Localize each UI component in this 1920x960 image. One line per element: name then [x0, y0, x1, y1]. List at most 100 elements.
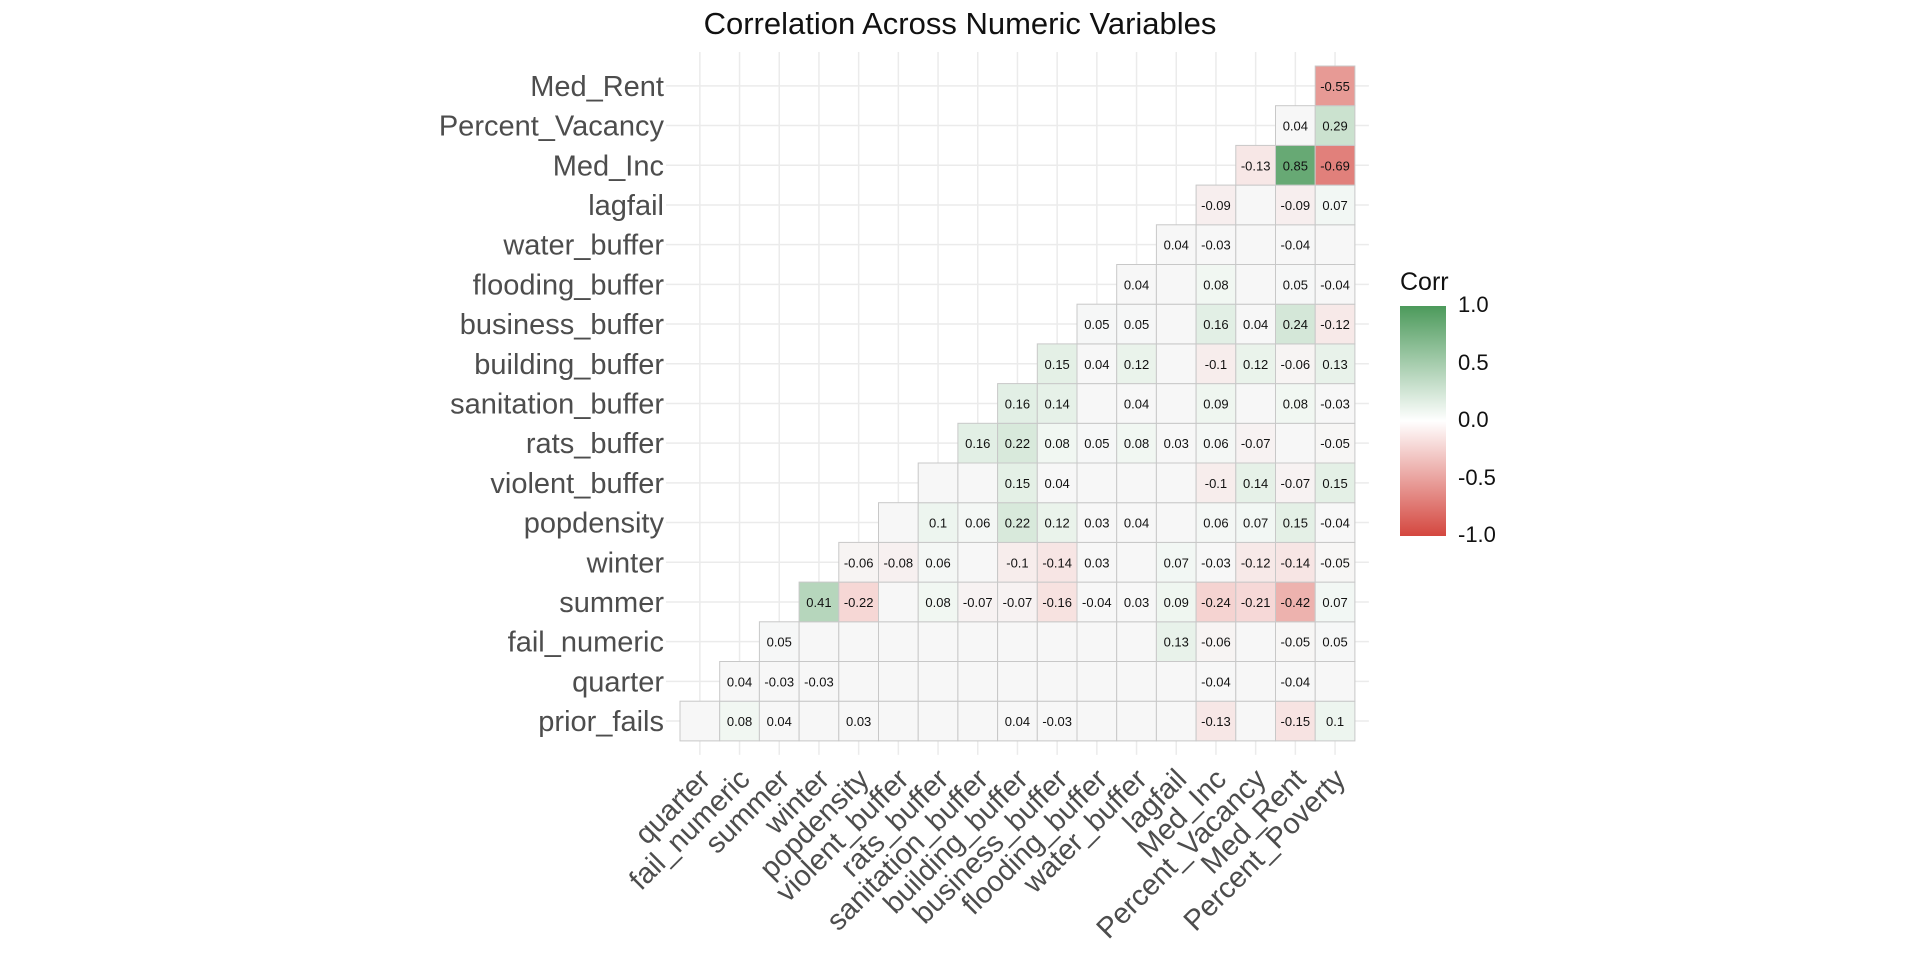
- cell-value-label: 0.09: [1203, 396, 1228, 411]
- heatmap-cell: [1314, 502, 1356, 543]
- cell-value-label: -0.07: [1281, 476, 1311, 491]
- heatmap-cell: [1275, 541, 1316, 583]
- heatmap-cell: [1235, 343, 1277, 385]
- heatmap-cell: [758, 700, 800, 742]
- cell-value-label: 0.08: [1044, 436, 1069, 451]
- cell-value-label: -0.12: [1241, 555, 1271, 570]
- heatmap-cell: [838, 621, 879, 662]
- cell-value-label: 0.06: [1203, 436, 1228, 451]
- heatmap-cell: [917, 581, 959, 623]
- heatmap-cell: [1235, 184, 1277, 226]
- legend-tick-label: 0.0: [1458, 407, 1489, 432]
- cell-value-label: -0.03: [1320, 396, 1350, 411]
- cell-value-label: 0.06: [925, 555, 950, 570]
- cell-value-label: -0.03: [1201, 238, 1231, 253]
- heatmap-cell: [1195, 264, 1237, 305]
- cell-value-label: 0.03: [1084, 555, 1109, 570]
- cell-value-label: 0.08: [1124, 436, 1149, 451]
- heatmap-cell: [1275, 383, 1316, 424]
- heatmap-cell: [1275, 144, 1316, 186]
- heatmap-cell: [1195, 700, 1237, 742]
- heatmap-cell: [1235, 621, 1277, 662]
- cell-value-label: -0.1: [1205, 357, 1227, 372]
- y-tick-label: sanitation_buffer: [450, 388, 664, 420]
- heatmap-cell: [679, 700, 721, 742]
- heatmap-cell: [1314, 422, 1356, 464]
- cell-value-label: 0.05: [1084, 436, 1109, 451]
- cell-value-label: 0.1: [1326, 714, 1344, 729]
- cell-value-label: 0.03: [846, 714, 871, 729]
- heatmap-cell: [957, 661, 999, 702]
- heatmap-cell: [1036, 700, 1078, 742]
- heatmap-cell: [1275, 184, 1316, 226]
- heatmap-cell: [997, 700, 1038, 742]
- heatmap-cell: [1116, 502, 1157, 543]
- y-tick-label: rats_buffer: [526, 428, 664, 460]
- heatmap-cell: [1076, 621, 1118, 662]
- heatmap-cell: [1314, 264, 1356, 305]
- y-tick-label: Med_Rent: [530, 71, 664, 103]
- heatmap-cell: [1155, 383, 1197, 424]
- heatmap-cell: [1195, 224, 1237, 266]
- cell-value-label: -0.03: [764, 674, 794, 689]
- heatmap-cell: [1235, 144, 1277, 186]
- heatmap-cell: [957, 462, 999, 504]
- heatmap-cell: [838, 661, 879, 702]
- heatmap-cell: [1116, 661, 1157, 702]
- heatmap-cell: [1116, 462, 1157, 504]
- heatmap-cell: [838, 541, 879, 583]
- cell-value-label: -0.24: [1201, 595, 1231, 610]
- y-tick-label: fail_numeric: [508, 627, 664, 659]
- heatmap-cell: [1116, 621, 1157, 662]
- cell-value-label: 0.03: [1124, 595, 1149, 610]
- heatmap-cell: [798, 621, 840, 662]
- cell-value-label: 0.29: [1322, 119, 1347, 134]
- cell-value-label: 0.15: [1005, 476, 1030, 491]
- cell-value-label: 0.08: [925, 595, 950, 610]
- heatmap-cell: [957, 502, 999, 543]
- heatmap-cell: [1275, 462, 1316, 504]
- heatmap-cell: [1235, 264, 1277, 305]
- cell-value-label: -0.12: [1320, 317, 1350, 332]
- cell-value-label: 0.12: [1243, 357, 1268, 372]
- heatmap-cell: [997, 383, 1038, 424]
- heatmap-cell: [878, 621, 919, 662]
- heatmap-cell: [917, 462, 959, 504]
- heatmap-cell: [1155, 343, 1197, 385]
- heatmap-cell: [1036, 502, 1078, 543]
- cell-value-label: -0.07: [1003, 595, 1033, 610]
- heatmap-cell: [798, 581, 840, 623]
- cell-value-label: 0.15: [1283, 516, 1308, 531]
- cell-value-label: 0.04: [1044, 476, 1069, 491]
- cell-value-label: 0.85: [1283, 158, 1308, 173]
- cell-value-label: -0.05: [1320, 555, 1350, 570]
- heatmap-cell: [838, 581, 879, 623]
- cell-value-label: 0.04: [767, 714, 792, 729]
- cell-value-label: 0.41: [806, 595, 831, 610]
- cell-value-label: -0.04: [1320, 516, 1350, 531]
- y-tick-label: Med_Inc: [553, 150, 664, 182]
- heatmap-cell: [1275, 581, 1316, 623]
- heatmap-cell: [957, 581, 999, 623]
- heatmap-cell: [997, 462, 1038, 504]
- cell-value-label: -0.06: [844, 555, 874, 570]
- heatmap-cell: [1314, 65, 1356, 107]
- cell-value-label: 0.1: [929, 516, 947, 531]
- cell-value-label: -0.06: [1201, 635, 1231, 650]
- y-tick-label: quarter: [572, 666, 664, 698]
- heatmap-cell: [878, 502, 919, 543]
- heatmap-cell: [1155, 502, 1197, 543]
- heatmap-cell: [957, 700, 999, 742]
- heatmap-cell: [1116, 700, 1157, 742]
- heatmap-cell: [1195, 462, 1237, 504]
- heatmap-cell: [1314, 343, 1356, 385]
- heatmap-cell: [1235, 422, 1277, 464]
- heatmap-cell: [997, 621, 1038, 662]
- cell-value-label: 0.05: [1322, 635, 1347, 650]
- heatmap-cell: [1036, 462, 1078, 504]
- cell-value-label: -0.09: [1201, 198, 1231, 213]
- heatmap-cell: [798, 700, 840, 742]
- heatmap-cell: [1314, 581, 1356, 623]
